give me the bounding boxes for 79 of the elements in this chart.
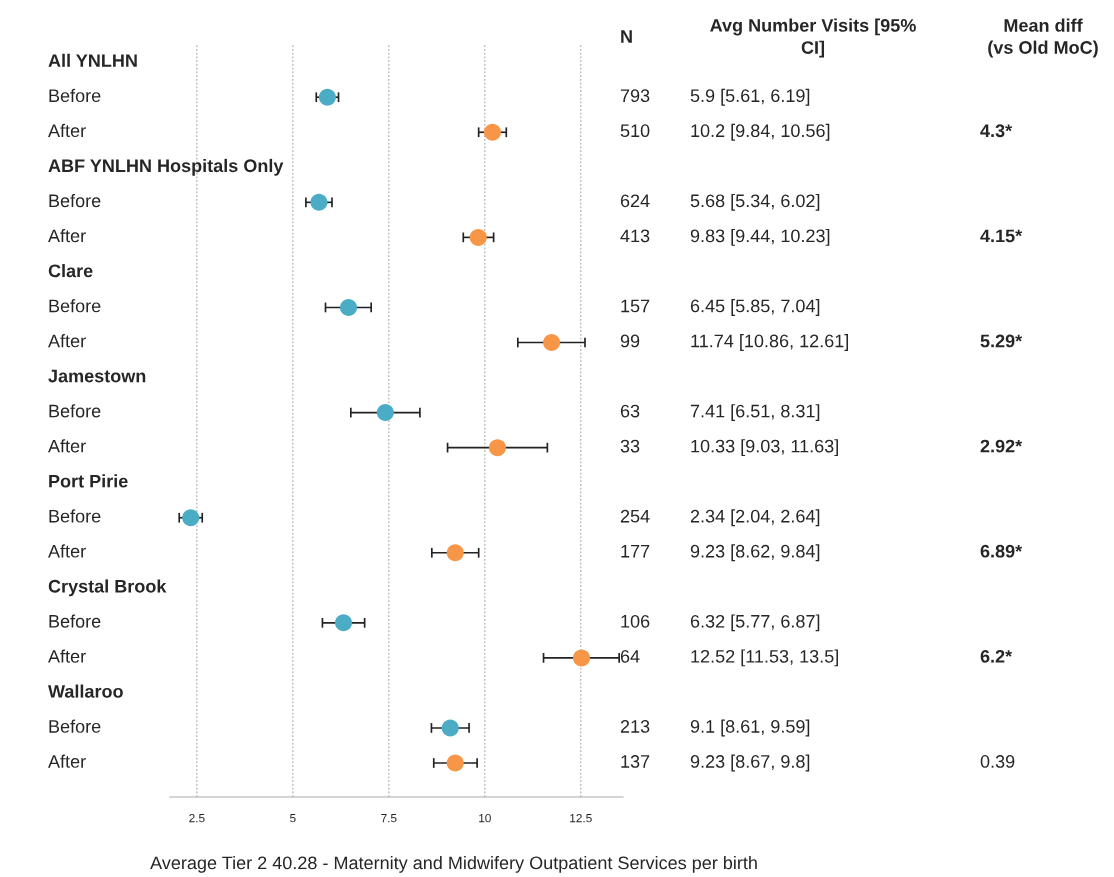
y-tick-label: After	[48, 123, 86, 138]
text: 0.39	[980, 755, 1015, 768]
y-tick-label: After	[48, 439, 86, 453]
annotation: 63	[620, 404, 640, 418]
point	[469, 228, 487, 246]
text: 9.1 [8.61, 9.59]	[690, 719, 810, 737]
text: 6.45 [5.85, 7.04]	[690, 299, 820, 316]
y-tick-label: After	[48, 544, 86, 558]
annotation: 213	[620, 720, 650, 733]
y-tick-label: Before	[49, 88, 101, 103]
point	[310, 193, 328, 211]
annotation: 99	[620, 334, 640, 348]
text: 9.23 [8.67, 9.8]	[690, 754, 810, 772]
text: 6.2*	[980, 649, 1013, 663]
text: 5.9 [5.61, 6.19]	[690, 88, 810, 106]
point	[376, 404, 394, 422]
point	[340, 298, 358, 316]
y-tick-label: Before	[49, 614, 101, 628]
text: 6.89*	[980, 544, 1023, 558]
text: Avg Number Visits [95% CI]	[710, 18, 916, 58]
text: 4.15*	[980, 229, 1023, 243]
y-tick-label: Before	[49, 299, 101, 313]
annotation: 793	[620, 89, 650, 103]
point	[441, 719, 459, 737]
annotation: 510	[620, 124, 650, 138]
y-tick-label: Before	[49, 509, 101, 523]
text: N	[621, 30, 632, 43]
text: 4.3*	[980, 124, 1013, 138]
annotation: 624	[620, 194, 650, 208]
x-tick-label: 7.5	[381, 814, 397, 823]
y-tick-label: All YNLHN	[48, 53, 137, 67]
y-tick-label: Jamestown	[48, 369, 146, 383]
text: 7.41 [6.51, 8.31]	[690, 404, 820, 422]
y-tick-label: Crystal Brook	[48, 579, 167, 597]
y-tick-label: After	[48, 228, 86, 243]
text: 10.33 [9.03, 11.63]	[691, 439, 838, 457]
annotation: 157	[621, 299, 650, 313]
x-tick-label: 2.5	[189, 813, 205, 823]
y-tick-label: After	[48, 649, 86, 663]
x-tick-label: 5	[290, 814, 296, 823]
annotation: 64	[620, 649, 640, 663]
y-tick-label: Before	[49, 404, 101, 418]
y-tick-label: After	[48, 334, 86, 348]
annotation: 33	[620, 439, 640, 453]
y-tick-label: Clare	[48, 264, 93, 278]
text: 6.32 [5.77, 6.87]	[690, 614, 820, 632]
point	[483, 123, 501, 141]
annotation: 137	[621, 755, 650, 768]
text: 2.34 [2.04, 2.64]	[690, 509, 820, 527]
point	[573, 649, 591, 667]
point	[182, 509, 200, 527]
text: 11.74 [10.86, 12.61]	[691, 334, 849, 351]
annotation: 254	[620, 509, 650, 523]
y-tick-label: Port Pirie	[49, 474, 128, 488]
x-axis-title: Average Tier 2 40.28 - Maternity and Midwifery Outpatient Services per birth	[150, 856, 757, 873]
text: 9.23 [8.62, 9.84]	[690, 544, 820, 562]
x-tick-label: 10	[479, 813, 491, 823]
text: Mean diff (vs Old MoC)	[988, 18, 1098, 58]
y-tick-label: Before	[49, 719, 101, 733]
point	[446, 544, 464, 562]
point	[318, 88, 336, 106]
annotation: 177	[621, 545, 650, 558]
text: 12.52 [11.53, 13.5]	[691, 649, 838, 667]
text: 5.68 [5.34, 6.02]	[690, 193, 820, 211]
text: 5.29*	[980, 334, 1023, 348]
point	[488, 439, 506, 457]
text: 2.92*	[980, 439, 1023, 453]
y-tick-label: ABF YNLHN Hospitals Only	[48, 158, 284, 176]
text: 9.83 [9.44, 10.23]	[690, 228, 830, 246]
point	[446, 754, 464, 772]
y-tick-label: Before	[49, 193, 101, 208]
point	[543, 334, 561, 352]
point	[335, 614, 353, 632]
annotation: 106	[621, 614, 650, 628]
text: 10.2 [9.84, 10.56]	[691, 123, 830, 141]
x-tick-label: 12.5	[570, 813, 592, 823]
y-tick-label: After	[48, 754, 86, 768]
y-tick-label: Wallaroo	[48, 684, 123, 698]
annotation: 413	[620, 229, 650, 243]
